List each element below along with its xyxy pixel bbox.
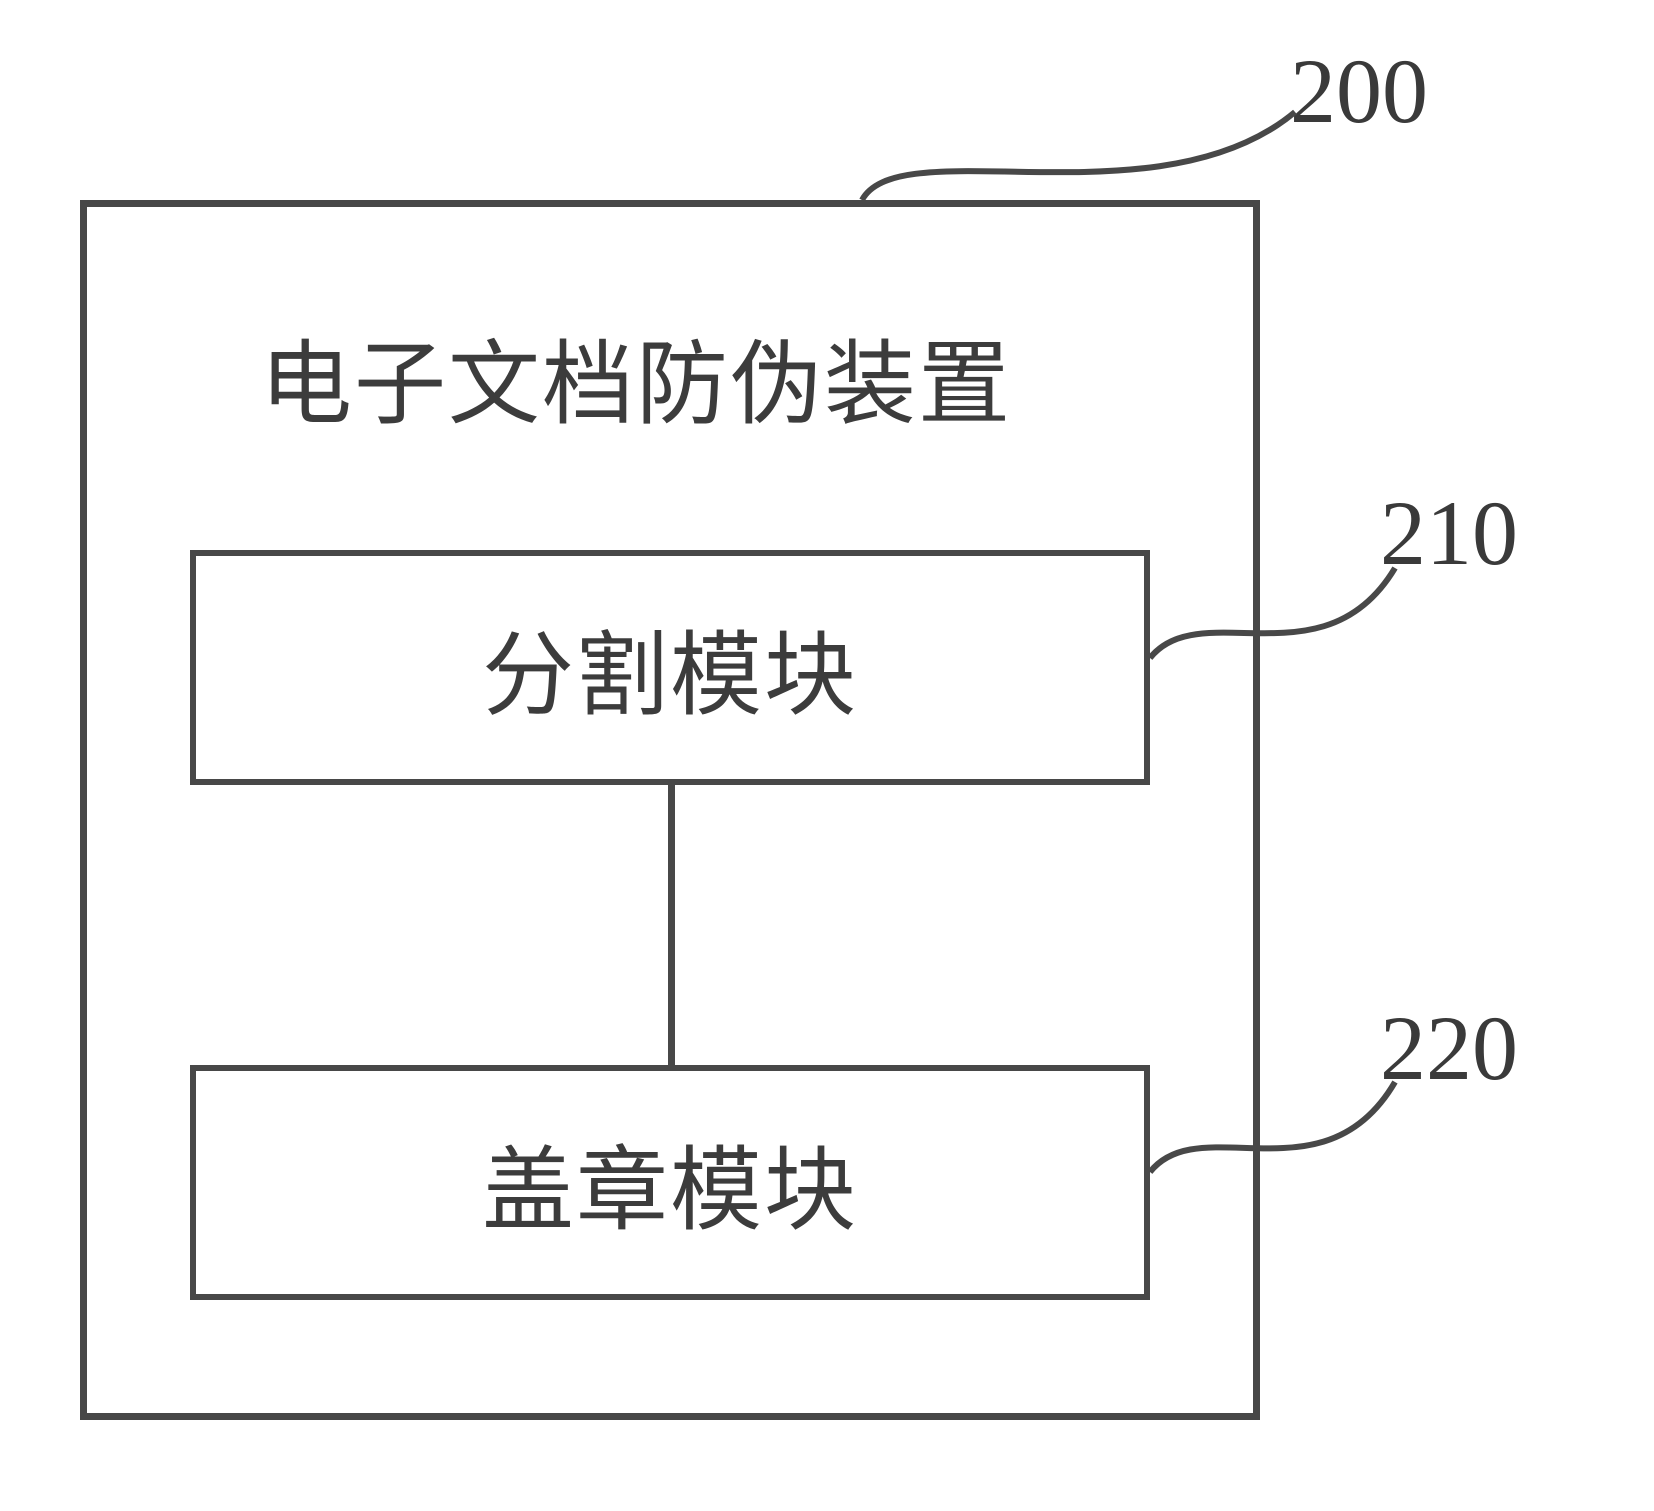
segmentation-module-box: 分割模块: [190, 550, 1150, 785]
label-210: 210: [1380, 480, 1518, 586]
label-220: 220: [1380, 995, 1518, 1101]
stamping-module-label: 盖章模块: [482, 1116, 858, 1249]
label-200: 200: [1290, 38, 1428, 144]
segmentation-module-label: 分割模块: [482, 601, 858, 734]
stamping-module-box: 盖章模块: [190, 1065, 1150, 1300]
connector-line: [668, 785, 675, 1065]
diagram-title: 电子文档防伪装置: [260, 310, 1012, 443]
